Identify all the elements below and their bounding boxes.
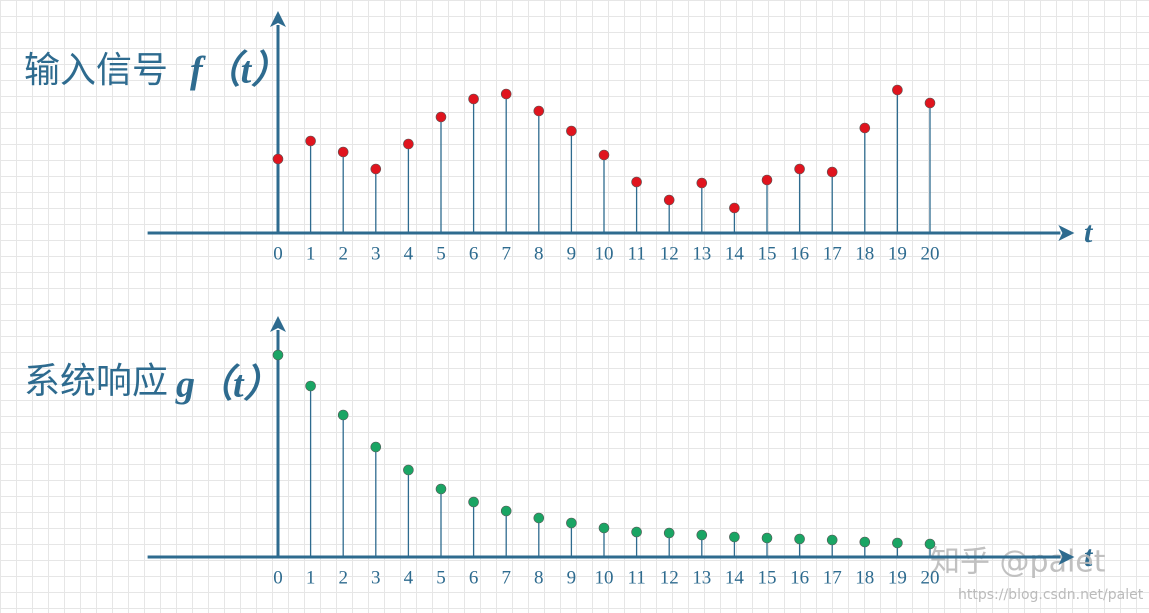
stem-marker <box>663 527 675 539</box>
x-tick-label: 5 <box>436 567 446 588</box>
x-axis-label: t <box>1084 216 1094 249</box>
x-tick-label: 20 <box>921 243 940 264</box>
stem-marker <box>533 512 545 524</box>
x-tick-label: 12 <box>660 243 679 264</box>
x-tick-label: 3 <box>371 243 381 264</box>
x-tick-label: 9 <box>567 243 577 264</box>
x-tick-label: 10 <box>595 567 614 588</box>
function-label: f（t） <box>190 49 289 92</box>
x-tick-label: 6 <box>469 243 479 264</box>
x-axis-arrow <box>1058 225 1075 241</box>
stem-marker <box>566 125 577 137</box>
stem-marker <box>761 174 773 186</box>
x-tick-label: 8 <box>534 567 544 588</box>
stem-marker <box>468 93 479 105</box>
stem-marker <box>272 153 284 165</box>
stem-marker <box>663 194 675 206</box>
stem-marker <box>598 149 610 161</box>
stem-marker <box>826 166 838 178</box>
stem-marker <box>859 122 871 134</box>
stem-marker <box>631 176 642 188</box>
stem-marker <box>794 533 805 545</box>
x-tick-label: 15 <box>758 567 777 588</box>
stem-marker <box>468 496 479 508</box>
function-label: g（t） <box>175 363 282 406</box>
stem-marker <box>337 146 349 158</box>
x-tick-label: 3 <box>371 567 381 588</box>
x-tick-label: 11 <box>627 567 645 588</box>
x-tick-label: 10 <box>595 243 614 264</box>
x-tick-label: 13 <box>692 243 711 264</box>
stem-marker <box>403 464 414 476</box>
x-tick-label: 2 <box>338 567 348 588</box>
stem-marker <box>435 483 447 495</box>
stem-marker <box>729 202 740 214</box>
stem-marker <box>696 529 708 541</box>
stem-marker <box>696 177 708 189</box>
stem-marker <box>370 163 382 175</box>
stem-marker <box>500 88 512 100</box>
x-tick-label: 12 <box>660 567 679 588</box>
stem-marker <box>435 111 447 123</box>
y-axis-arrow <box>270 316 286 332</box>
x-tick-label: 11 <box>627 243 645 264</box>
stem-marker <box>305 135 316 147</box>
x-tick-label: 0 <box>273 243 283 264</box>
stem-marker <box>566 517 577 529</box>
x-tick-label: 1 <box>306 567 316 588</box>
x-tick-label: 4 <box>404 243 414 264</box>
x-tick-label: 14 <box>725 567 745 588</box>
x-tick-label: 2 <box>338 243 348 264</box>
x-tick-label: 8 <box>534 243 544 264</box>
stem-marker <box>794 163 805 175</box>
stem-marker <box>826 534 838 546</box>
stem-marker <box>892 84 903 96</box>
x-tick-label: 17 <box>823 567 842 588</box>
x-tick-label: 14 <box>725 243 745 264</box>
x-tick-label: 20 <box>921 567 940 588</box>
stem-marker <box>631 526 642 538</box>
x-tick-label: 19 <box>888 567 907 588</box>
x-tick-label: 18 <box>855 567 874 588</box>
stem-marker <box>729 531 740 543</box>
x-tick-label: 17 <box>823 243 842 264</box>
stem-marker <box>337 409 349 421</box>
chart-title: 系统响应 <box>24 361 168 402</box>
stem-marker <box>370 441 382 453</box>
x-tick-label: 19 <box>888 243 907 264</box>
stem-marker <box>924 97 936 109</box>
x-tick-label: 7 <box>501 567 511 588</box>
x-tick-label: 13 <box>692 567 711 588</box>
x-tick-label: 5 <box>436 243 446 264</box>
x-tick-label: 1 <box>306 243 316 264</box>
x-tick-label: 18 <box>855 243 874 264</box>
x-tick-label: 6 <box>469 567 479 588</box>
stem-marker <box>598 522 610 534</box>
stem-marker <box>305 380 316 392</box>
x-axis-arrow <box>1058 549 1075 565</box>
x-axis-label: t <box>1084 540 1094 573</box>
stem-marker <box>272 349 284 361</box>
x-tick-label: 0 <box>273 567 283 588</box>
x-tick-label: 16 <box>790 243 809 264</box>
stem-marker <box>533 105 545 117</box>
stem-marker <box>859 536 871 548</box>
stem-marker <box>403 138 414 150</box>
y-axis-arrow <box>270 11 286 27</box>
stem-marker <box>924 538 936 550</box>
watermark: 知乎 @palet <box>930 545 1106 580</box>
x-tick-label: 15 <box>758 243 777 264</box>
stem-marker <box>761 532 773 544</box>
x-tick-label: 4 <box>404 567 414 588</box>
watermark-url: https://blog.csdn.net/palet <box>958 587 1144 603</box>
x-tick-label: 9 <box>567 567 577 588</box>
stem-marker <box>892 537 903 549</box>
x-tick-label: 16 <box>790 567 809 588</box>
chart-title: 输入信号 <box>24 50 168 91</box>
stem-marker <box>500 505 512 517</box>
x-tick-label: 7 <box>501 243 511 264</box>
